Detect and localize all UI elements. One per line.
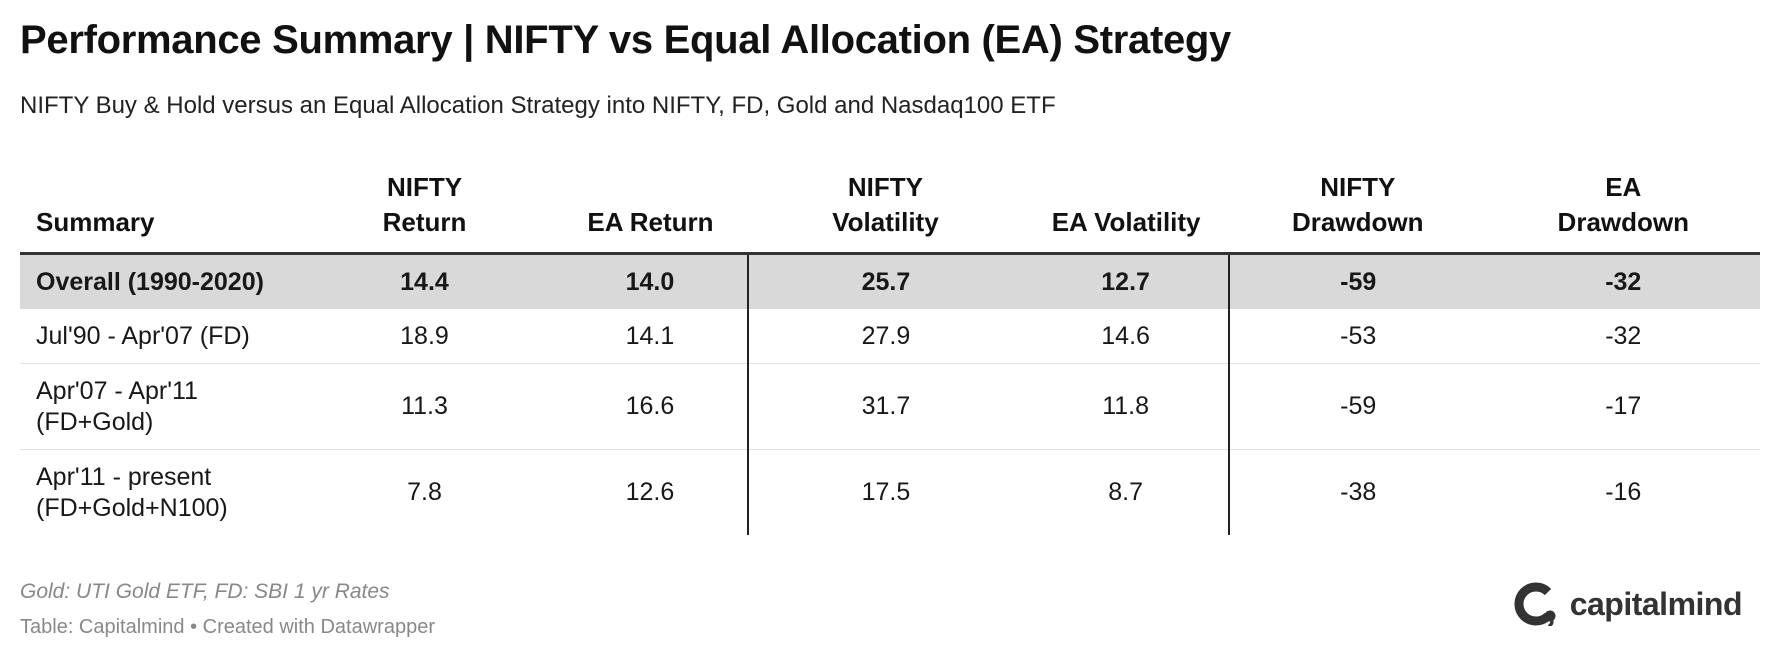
cell-ea-volatility: 14.6 [1023, 309, 1229, 364]
col-header-nifty-drawdown: NIFTY Drawdown [1228, 170, 1487, 255]
col-header-summary: Summary [20, 170, 296, 255]
summary-table: Summary NIFTY Return EA Return NIFTY Vol… [20, 170, 1760, 535]
cell-nifty-drawdown: -59 [1227, 363, 1487, 450]
table-row-overall: Overall (1990-2020) 14.4 14.0 25.7 12.7 … [20, 253, 1760, 310]
col-header-ea-volatility-line1: EA Volatility [1051, 207, 1201, 237]
row-label-line2: (FD+Gold+N100) [36, 493, 228, 522]
cell-nifty-drawdown: -53 [1227, 309, 1487, 364]
cell-nifty-return: 7.8 [407, 478, 442, 506]
cell-ea-drawdown: -16 [1605, 478, 1642, 506]
col-header-ea-drawdown-line2: Drawdown [1557, 207, 1689, 237]
capitalmind-logo: capitalmind [1512, 582, 1743, 626]
capitalmind-logo-icon [1514, 582, 1556, 626]
col-header-nifty-return: NIFTY Return [295, 170, 554, 255]
col-header-ea-return-line1: EA Return [587, 207, 714, 237]
col-header-ea-return: EA Return [553, 170, 748, 255]
cell-nifty-drawdown: -59 [1227, 253, 1487, 310]
cell-ea-return: 16.6 [553, 363, 748, 450]
page-title: Performance Summary | NIFTY vs Equal All… [20, 18, 1231, 62]
col-header-nifty-drawdown-line1: NIFTY [1320, 172, 1396, 202]
cell-ea-return: 12.6 [625, 478, 675, 506]
row-label-line2: (FD+Gold) [36, 407, 154, 436]
col-header-nifty-volatility-line2: Volatility [832, 207, 939, 237]
col-header-nifty-drawdown-line2: Drawdown [1292, 207, 1424, 237]
cell-ea-volatility: 8.7 [1108, 478, 1143, 506]
row-label: Apr'11 - present (FD+Gold+N100) [20, 450, 296, 536]
cell-ea-volatility: 11.8 [1023, 363, 1229, 450]
col-header-ea-drawdown: EA Drawdown [1486, 170, 1760, 255]
cell-nifty-volatility: 31.7 [746, 363, 1024, 450]
header-row: Summary NIFTY Return EA Return NIFTY Vol… [20, 170, 1760, 255]
cell-ea-drawdown: -17 [1486, 363, 1760, 450]
row-label-line1: Apr'07 - Apr'11 [36, 376, 198, 405]
cell-nifty-volatility: 25.7 [746, 253, 1024, 310]
col-header-ea-drawdown-line1: EA [1605, 172, 1642, 202]
cell-nifty-return: 14.4 [295, 253, 554, 310]
row-label: Jul'90 - Apr'07 (FD) [20, 309, 296, 364]
col-header-ea-volatility: EA Volatility [1023, 170, 1229, 255]
cell-nifty-drawdown: -38 [1227, 449, 1487, 535]
cell-nifty-volatility: 17.5 [746, 449, 1024, 535]
row-label: Overall (1990-2020) [20, 253, 296, 310]
col-header-nifty-volatility-line1: NIFTY [847, 172, 924, 202]
table-row-jul90-apr07: Jul'90 - Apr'07 (FD) 18.9 14.1 27.9 14.6… [20, 309, 1760, 364]
capitalmind-logo-text: capitalmind [1569, 585, 1743, 622]
cell-ea-drawdown: -32 [1486, 309, 1760, 364]
col-header-nifty-return-line1: NIFTY [386, 172, 463, 202]
footnote: Gold: UTI Gold ETF, FD: SBI 1 yr Rates [20, 580, 390, 603]
cell-ea-volatility: 12.7 [1023, 253, 1229, 310]
col-header-nifty-return-line2: Return [382, 207, 467, 237]
row-label: Apr'07 - Apr'11 (FD+Gold) [20, 363, 296, 450]
cell-ea-drawdown: -32 [1486, 253, 1760, 310]
cell-nifty-volatility: 27.9 [746, 309, 1024, 364]
cell-ea-return: 14.1 [553, 309, 748, 364]
cell-nifty-return: 18.9 [295, 309, 554, 364]
cell-nifty-return: 11.3 [295, 363, 554, 450]
table-row-apr11-present: Apr'11 - present (FD+Gold+N100) 7.8 12.6… [20, 449, 1760, 536]
page-subtitle: NIFTY Buy & Hold versus an Equal Allocat… [20, 92, 1056, 119]
row-label-line1: Apr'11 - present [36, 462, 212, 491]
table-row-apr07-apr11: Apr'07 - Apr'11 (FD+Gold) 11.3 16.6 31.7… [20, 363, 1760, 450]
source-credit: Table: Capitalmind • Created with Datawr… [20, 616, 435, 638]
col-header-summary-line1: Summary [36, 207, 155, 237]
col-header-nifty-volatility: NIFTY Volatility [747, 170, 1024, 255]
cell-ea-return: 14.0 [553, 253, 748, 310]
